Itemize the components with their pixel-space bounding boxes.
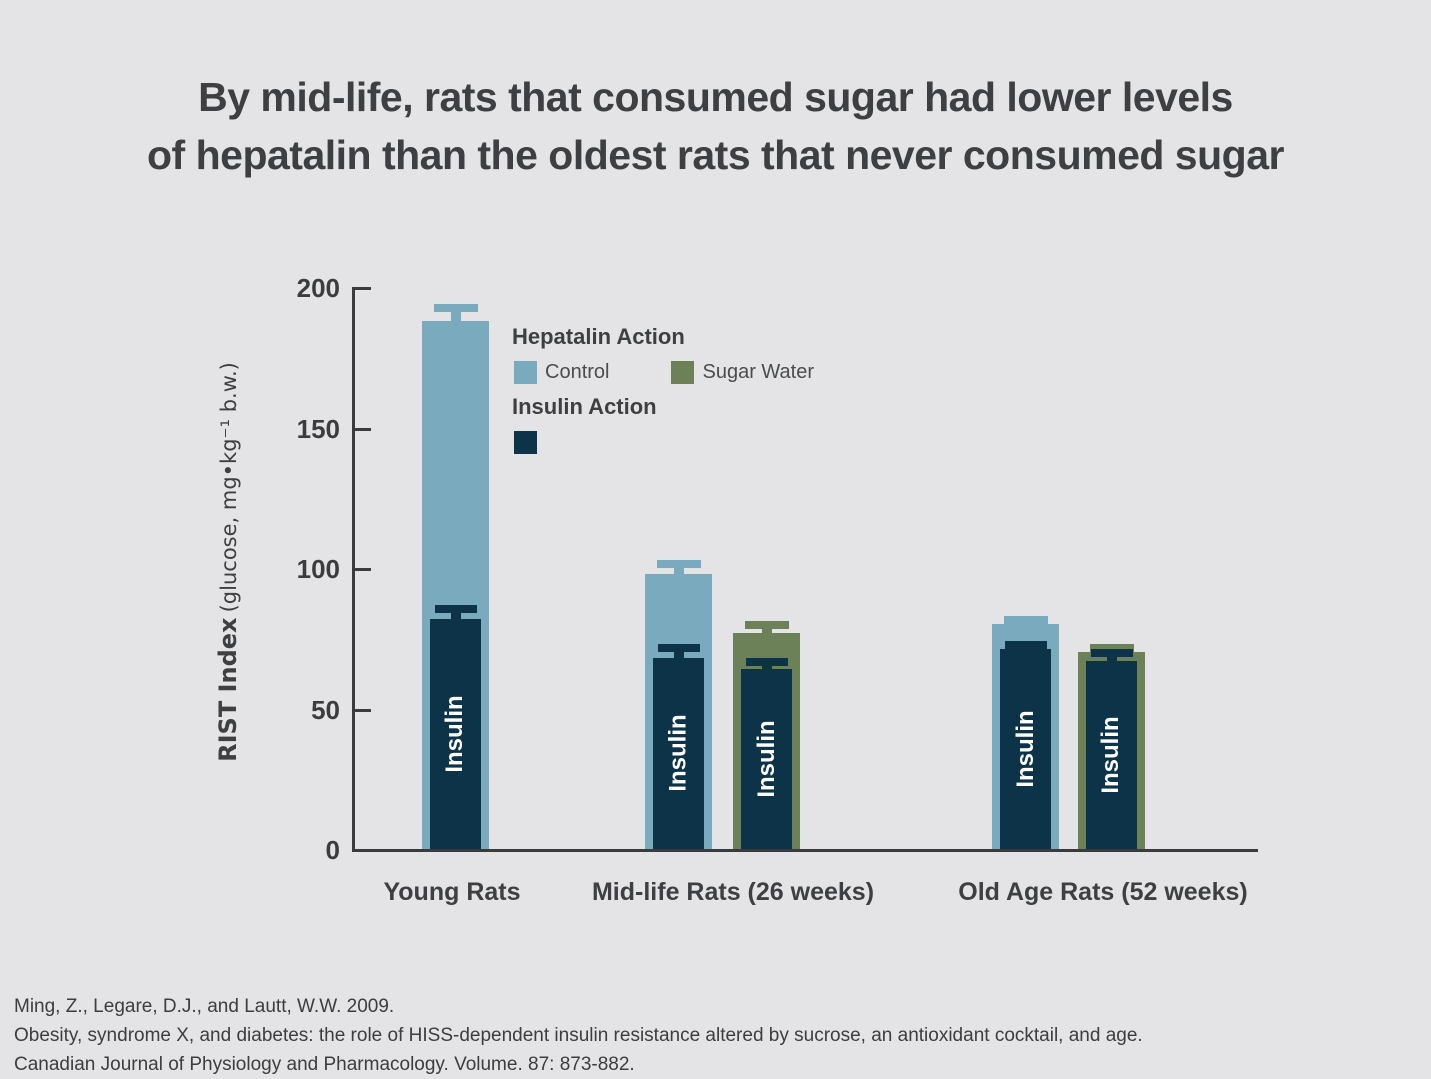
error-bar-cap bbox=[746, 658, 788, 666]
y-axis-title-main: RIST Index bbox=[214, 617, 242, 761]
error-bar-cap bbox=[1005, 641, 1047, 649]
error-bar-stem bbox=[451, 312, 461, 321]
legend-control-label: Control bbox=[545, 361, 609, 384]
insulin-bar-label: Insulin bbox=[751, 669, 781, 849]
citation-journal: Canadian Journal of Physiology and Pharm… bbox=[14, 1050, 1394, 1079]
x-axis-line bbox=[352, 849, 1258, 852]
y-axis-title-units: (glucose, mg•kg⁻¹ b.w.) bbox=[217, 362, 241, 612]
y-tick bbox=[355, 287, 371, 290]
error-bar-stem bbox=[674, 568, 684, 574]
y-tick-label: 50 bbox=[245, 695, 340, 725]
error-bar-stem bbox=[451, 613, 461, 619]
error-bar-cap bbox=[1004, 616, 1048, 624]
legend-hepatalin-header: Hepatalin Action bbox=[512, 324, 932, 350]
legend: Hepatalin Action Control Sugar Water Ins… bbox=[512, 324, 932, 464]
legend-hepatalin-row: Control Sugar Water bbox=[514, 361, 932, 384]
y-tick-label: 200 bbox=[245, 273, 340, 303]
legend-insulin-header: Insulin Action bbox=[512, 394, 932, 420]
citation: Ming, Z., Legare, D.J., and Lautt, W.W. … bbox=[14, 992, 1394, 1079]
x-group-label: Old Age Rats (52 weeks) bbox=[903, 877, 1303, 907]
x-group-label: Mid-life Rats (26 weeks) bbox=[533, 877, 933, 907]
y-tick-label: 150 bbox=[245, 414, 340, 444]
citation-authors: Ming, Z., Legare, D.J., and Lautt, W.W. … bbox=[14, 992, 1394, 1021]
insulin-bar-label: Insulin bbox=[440, 619, 470, 849]
error-bar-cap bbox=[658, 644, 700, 652]
insulin-bar-label: Insulin bbox=[1010, 649, 1040, 849]
y-tick-label: 0 bbox=[245, 835, 340, 865]
y-tick bbox=[355, 568, 371, 571]
legend-insulin-row bbox=[514, 431, 932, 454]
legend-control-swatch bbox=[514, 361, 537, 384]
y-tick bbox=[355, 428, 371, 431]
insulin-bar-label: Insulin bbox=[1096, 661, 1126, 849]
error-bar-cap bbox=[745, 621, 789, 629]
legend-sugar-water-swatch bbox=[671, 361, 694, 384]
citation-article-title: Obesity, syndrome X, and diabetes: the r… bbox=[14, 1021, 1394, 1050]
legend-insulin-swatch bbox=[514, 431, 537, 454]
error-bar-cap bbox=[1091, 649, 1133, 657]
y-tick bbox=[355, 709, 371, 712]
error-bar-cap bbox=[435, 605, 477, 613]
insulin-bar-label: Insulin bbox=[663, 658, 693, 849]
legend-sugar-water-label: Sugar Water bbox=[702, 361, 814, 384]
y-tick-label: 100 bbox=[245, 554, 340, 584]
error-bar-cap bbox=[434, 304, 478, 312]
error-bar-cap bbox=[657, 560, 701, 568]
y-axis-title: RIST Index (glucose, mg•kg⁻¹ b.w.) bbox=[213, 292, 243, 832]
error-bar-stem bbox=[762, 629, 772, 632]
